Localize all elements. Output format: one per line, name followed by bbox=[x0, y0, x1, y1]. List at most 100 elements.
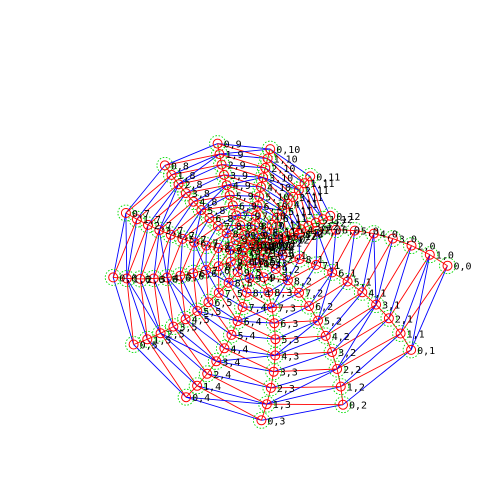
node-label: 4,5 bbox=[192, 315, 210, 326]
spiral-edge bbox=[361, 233, 375, 293]
node-label: 1,9 bbox=[226, 150, 244, 161]
node-label: 4,8 bbox=[199, 198, 217, 209]
graph-node bbox=[293, 185, 304, 195]
node-halo bbox=[256, 237, 274, 255]
node-halo bbox=[170, 175, 187, 193]
radial-edge bbox=[173, 318, 186, 327]
node-label: 3,2 bbox=[338, 348, 356, 359]
radial-edge bbox=[164, 165, 172, 176]
node-label: 1,12 bbox=[329, 215, 353, 226]
spiral-edge bbox=[231, 334, 276, 340]
node-halo bbox=[263, 216, 280, 234]
node-label: 1,8 bbox=[178, 171, 196, 182]
graph-node bbox=[128, 339, 139, 350]
spiral-edge bbox=[267, 158, 305, 184]
cross-edge bbox=[298, 189, 324, 220]
node-halo bbox=[255, 237, 273, 254]
node-label: 4,12 bbox=[307, 225, 331, 236]
node-label: 1,10 bbox=[274, 155, 298, 166]
cross-edge bbox=[219, 148, 271, 155]
graph-node bbox=[266, 219, 277, 230]
spiral-edge bbox=[230, 261, 239, 273]
spiral-edge bbox=[193, 184, 227, 203]
cross-edge bbox=[112, 219, 138, 278]
cross-edge bbox=[193, 194, 230, 203]
node-label: 10,3 bbox=[263, 259, 287, 270]
node-label: 4,11 bbox=[294, 200, 318, 211]
graph-node bbox=[406, 344, 417, 355]
cross-edge bbox=[179, 242, 195, 276]
node-label: 8,5 bbox=[235, 279, 253, 290]
spiral-edge bbox=[309, 176, 331, 217]
graph-node bbox=[349, 225, 360, 236]
node-label: 9,4 bbox=[256, 274, 274, 285]
node-halo bbox=[198, 365, 216, 383]
radial-edge bbox=[237, 306, 244, 322]
node-label: 0,9 bbox=[224, 140, 242, 151]
radial-edge bbox=[281, 233, 300, 240]
graph-node bbox=[330, 224, 341, 235]
cross-edge bbox=[237, 320, 276, 340]
radial-edge bbox=[362, 291, 377, 305]
graph-node bbox=[387, 233, 398, 244]
cross-edge bbox=[237, 271, 248, 293]
node-halo bbox=[321, 207, 339, 225]
graph-node bbox=[219, 343, 230, 354]
radial-edge bbox=[275, 268, 289, 281]
node-halo bbox=[257, 223, 275, 241]
node-label: 7,12 bbox=[285, 235, 309, 246]
graph-node bbox=[143, 219, 153, 230]
node-label: 10,7 bbox=[249, 247, 273, 258]
cross-edge bbox=[223, 174, 262, 188]
radial-edge bbox=[331, 272, 348, 282]
node-label: 3,4 bbox=[222, 357, 240, 368]
node-halo bbox=[384, 230, 402, 248]
graph-node bbox=[288, 191, 299, 202]
spiral-edge bbox=[166, 234, 172, 278]
spiral-edge bbox=[185, 396, 262, 421]
radial-edge bbox=[136, 218, 149, 226]
graph-node bbox=[148, 273, 159, 284]
cross-edge bbox=[373, 233, 377, 305]
spiral-edge bbox=[112, 277, 135, 345]
graph-node bbox=[154, 225, 165, 236]
cross-edge bbox=[193, 210, 202, 243]
node-halo bbox=[256, 159, 274, 177]
graph-node bbox=[271, 212, 282, 223]
cross-edge bbox=[410, 254, 431, 350]
spiral-edge bbox=[249, 276, 264, 279]
spiral-edge bbox=[197, 310, 232, 336]
graph-node bbox=[219, 169, 229, 180]
node-halo bbox=[266, 330, 284, 348]
spiral-edge bbox=[178, 164, 222, 185]
cross-edge bbox=[226, 176, 264, 186]
radial-edge bbox=[218, 261, 232, 267]
cross-edge bbox=[170, 209, 202, 236]
node-label: 0,12 bbox=[336, 212, 360, 223]
node-halo bbox=[323, 343, 341, 361]
node-halo bbox=[392, 325, 410, 342]
node-halo bbox=[247, 237, 265, 255]
node-halo bbox=[262, 379, 280, 397]
radial-edge bbox=[194, 242, 207, 247]
spiral-edge bbox=[160, 332, 208, 375]
node-halo bbox=[254, 168, 272, 186]
node-label: 1,3 bbox=[273, 400, 291, 411]
node-label: 6,7 bbox=[200, 239, 218, 250]
graph-node bbox=[395, 328, 406, 339]
graph-node bbox=[177, 233, 188, 244]
cross-edge bbox=[257, 262, 276, 270]
node-label: 4,4 bbox=[230, 344, 248, 355]
node-label: 8,1 bbox=[306, 255, 324, 266]
node-label: 1,2 bbox=[347, 383, 365, 394]
node-halo bbox=[229, 312, 247, 330]
spiral-edge bbox=[136, 174, 172, 220]
graph-node bbox=[277, 205, 288, 216]
radial-edge bbox=[180, 272, 194, 277]
graph-node bbox=[196, 205, 207, 216]
radial-edge bbox=[147, 224, 160, 231]
spiral-edge bbox=[315, 230, 318, 265]
node-halo bbox=[439, 257, 456, 275]
node-label: 0,7 bbox=[132, 209, 150, 220]
node-label: 1,4 bbox=[203, 382, 221, 393]
